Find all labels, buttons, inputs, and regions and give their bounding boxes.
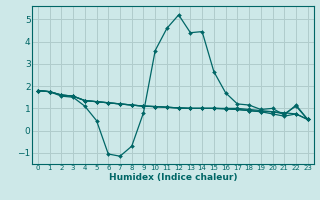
X-axis label: Humidex (Indice chaleur): Humidex (Indice chaleur) [108,173,237,182]
